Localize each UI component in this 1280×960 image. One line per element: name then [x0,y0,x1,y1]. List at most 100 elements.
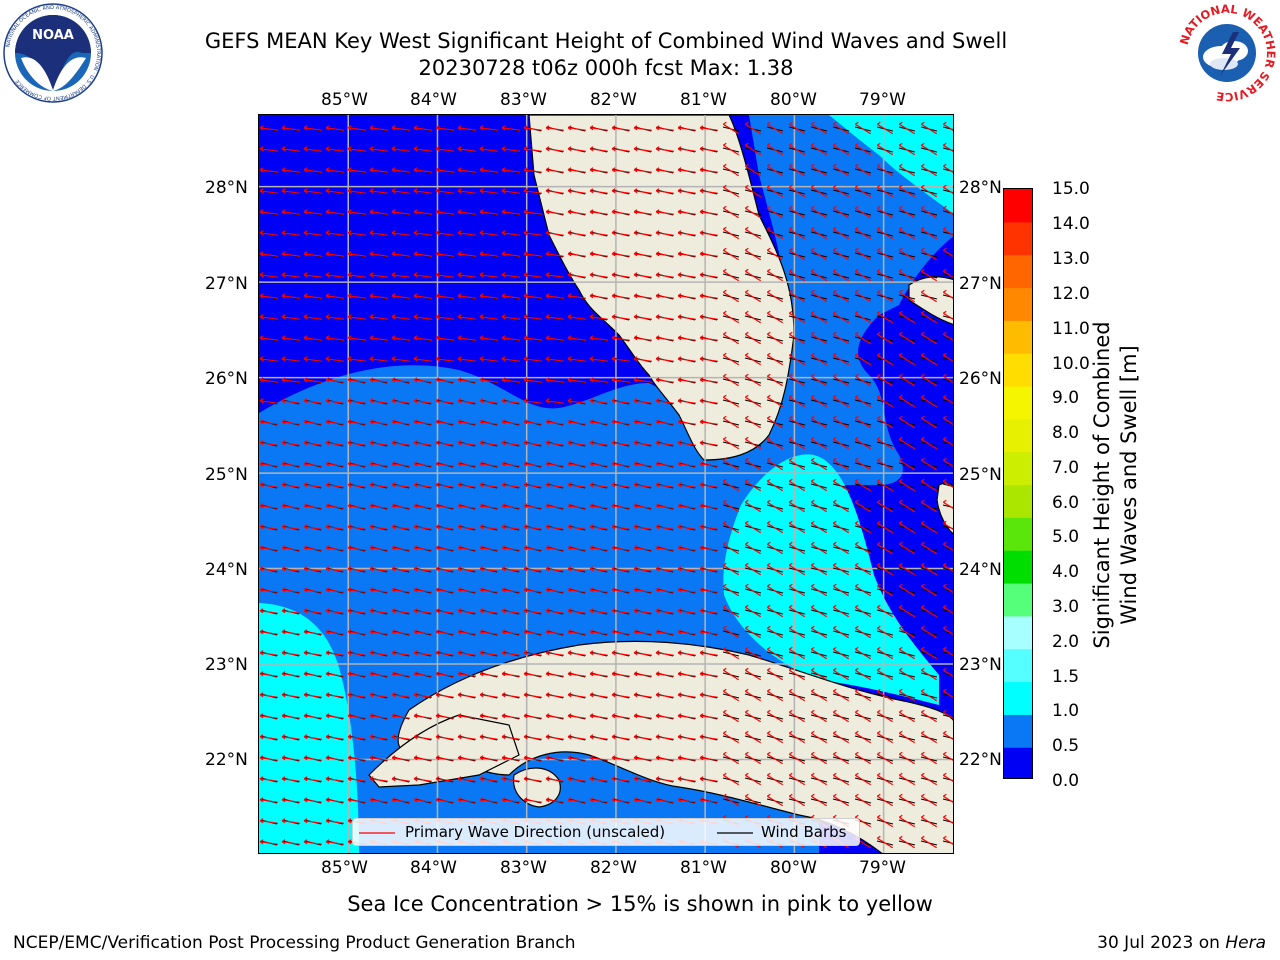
wave-arrow [479,482,498,488]
wave-arrow [810,373,828,387]
wave-arrow [920,604,938,618]
wave-arrow [810,751,828,765]
wave-arrow [545,692,564,698]
wave-arrow [369,251,388,257]
wave-arrow [457,188,476,194]
wave-arrow [457,608,476,614]
wave-arrow [567,419,586,425]
wave-arrow [699,545,718,551]
wave-arrow [281,335,300,341]
wave-arrow [920,436,938,450]
wave-arrow [898,562,916,576]
wave-arrow [567,629,586,635]
lon-label-top: 80°W [770,90,817,110]
wave-arrow [391,272,410,278]
wave-arrow [832,373,850,387]
wave-arrow [677,230,696,236]
wave-arrow [413,524,432,530]
wave-arrow [898,226,916,240]
wave-arrow [810,730,828,744]
wave-arrow [501,797,520,803]
wave-arrow [788,331,806,345]
wave-arrow [920,457,938,471]
wave-arrow [920,184,938,198]
colorbar-tick: 11.0 [1052,319,1090,339]
wave-arrow [479,587,498,593]
wave-arrow [655,251,674,257]
wave-arrow [633,671,652,677]
wave-arrow [722,583,740,597]
wave-arrow [457,419,476,425]
wave-arrow [523,167,542,173]
wave-arrow [325,818,344,824]
wave-arrow [479,377,498,383]
wave-arrow [766,709,784,723]
wave-arrow [898,289,916,303]
wind-barb-legend-label: Wind Barbs [761,823,847,841]
wave-arrow [677,566,696,572]
wave-arrow [369,629,388,635]
wave-arrow [788,793,806,807]
wave-arrow [854,667,872,681]
wave-arrow [303,440,322,446]
wave-arrow [766,184,784,198]
chart-subtitle: 20230728 t06z 000h fcst Max: 1.38 [418,56,794,80]
wave-arrow [898,793,916,807]
wave-arrow [832,415,850,429]
wave-arrow [281,587,300,593]
wave-arrow [325,398,344,404]
wave-arrow [545,377,564,383]
wave-arrow [479,524,498,530]
wave-arrow [281,167,300,173]
wave-arrow [854,793,872,807]
wave-arrow [633,755,652,761]
wave-arrow [545,629,564,635]
wave-arrow [281,650,300,656]
wave-arrow [545,671,564,677]
wave-arrow [567,230,586,236]
wave-arrow [325,335,344,341]
wave-arrow [744,331,762,345]
wave-arrow [722,793,740,807]
wave-arrow [259,335,278,341]
wave-arrow [832,709,850,723]
wave-arrow [898,688,916,702]
wave-arrow [435,566,454,572]
wave-arrow [655,545,674,551]
wave-arrow [942,415,953,425]
wave-arrow [259,671,278,677]
wave-arrow [876,415,894,429]
wave-arrow [633,188,652,194]
wave-arrow [722,562,740,576]
wave-arrow [369,503,388,509]
wave-arrow [303,818,322,824]
wave-arrow [611,377,630,383]
wave-arrow [810,541,828,555]
colorbar-tick: 7.0 [1052,458,1080,478]
wave-arrow [303,587,322,593]
wave-arrow [325,314,344,320]
wave-arrow [259,419,278,425]
wave-arrow [567,335,586,341]
wave-arrow [655,566,674,572]
wave-arrow [788,751,806,765]
wave-arrow [920,478,938,492]
wave-arrow [501,167,520,173]
wave-arrow [898,268,916,282]
wave-arrow [722,751,740,765]
wave-arrow [523,713,542,719]
wave-arrow [744,373,762,387]
wave-arrow [810,436,828,450]
wave-arrow [501,503,520,509]
wave-arrow [876,478,894,492]
wave-arrow [633,167,652,173]
wave-arrow [876,289,894,303]
wave-arrow [722,394,740,408]
lat-label-left: 25°N [205,465,248,485]
wave-arrow [479,314,498,320]
wave-arrow [567,482,586,488]
wave-arrow [655,398,674,404]
wave-arrow [259,713,278,719]
wave-arrow [854,163,872,177]
wave-arrow [633,293,652,299]
